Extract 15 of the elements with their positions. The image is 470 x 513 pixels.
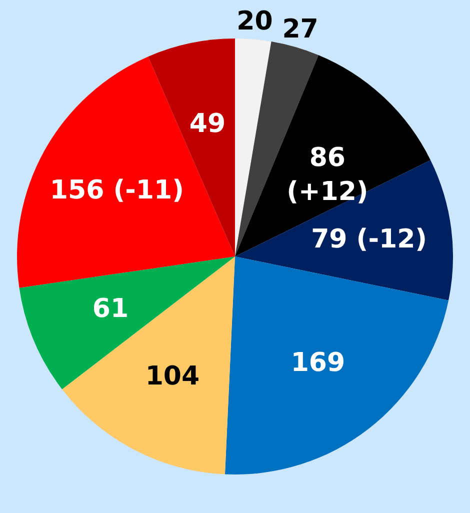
data-label: 104 bbox=[145, 361, 200, 392]
pie-slice bbox=[17, 56, 235, 288]
pie-slice bbox=[235, 55, 431, 256]
data-label: 86 (+12) bbox=[286, 142, 368, 207]
pie-slice bbox=[62, 256, 235, 474]
data-label: 169 bbox=[290, 348, 346, 378]
data-label: 27 bbox=[282, 14, 318, 45]
data-label: 20 bbox=[236, 6, 273, 36]
pie-slice bbox=[19, 256, 235, 390]
pie-slice bbox=[235, 38, 272, 256]
data-label: 79 (-12) bbox=[311, 224, 428, 254]
pie-slice bbox=[224, 256, 449, 474]
data-label: 156 (-11) bbox=[50, 176, 184, 206]
data-label: 61 bbox=[92, 294, 129, 324]
data-label: 49 bbox=[189, 109, 226, 140]
